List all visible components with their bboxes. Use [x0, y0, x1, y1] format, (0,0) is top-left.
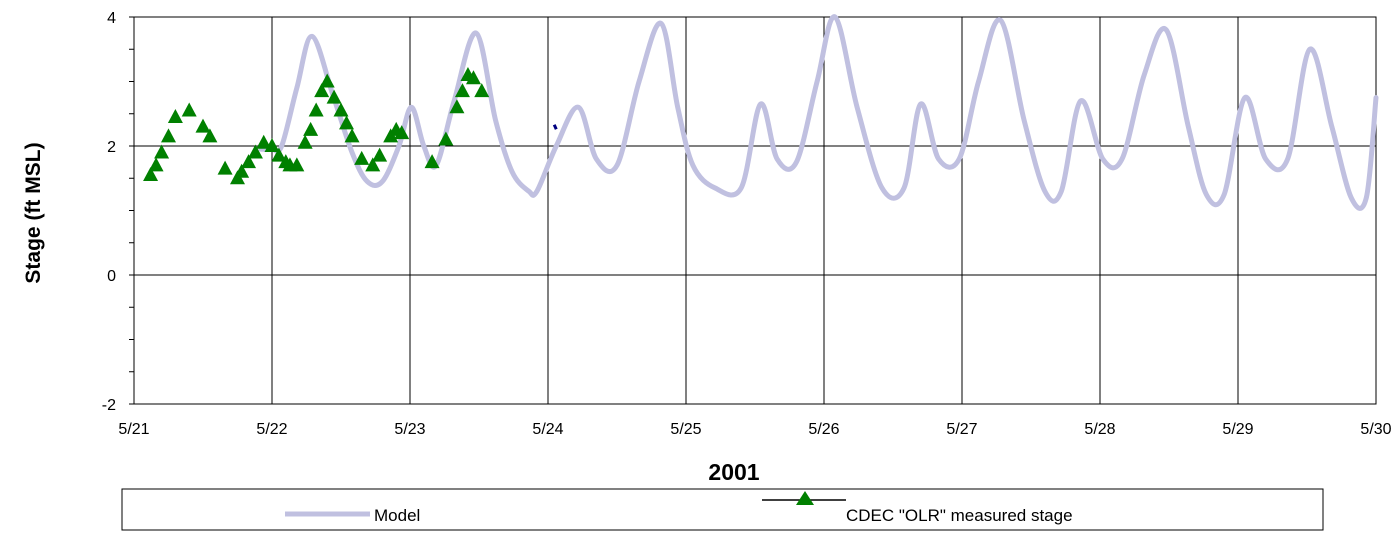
y-minor-ticks	[129, 16, 134, 405]
measured-point	[454, 83, 470, 98]
measured-point	[143, 167, 159, 182]
legend-model-label: Model	[374, 506, 420, 525]
x-tick-label: 5/25	[670, 421, 701, 438]
measured-point	[465, 70, 481, 85]
measured-point	[167, 108, 183, 123]
x-tick-labels: 5/21 5/22 5/23 5/24 5/25 5/26 5/27 5/28 5/29 5/30	[118, 421, 1391, 438]
measured-point	[217, 160, 233, 175]
x-tick-label: 5/30	[1360, 421, 1391, 438]
measured-point	[438, 131, 454, 146]
measured-point	[161, 128, 176, 143]
legend-measured-label: CDEC "OLR" measured stage	[846, 506, 1073, 525]
measured-point	[394, 125, 410, 140]
y-tick-label: -2	[102, 397, 116, 414]
x-tick-label: 5/21	[118, 421, 149, 438]
measured-point	[271, 147, 287, 162]
measured-point	[148, 157, 164, 172]
measured-point	[319, 73, 335, 88]
measured-point	[333, 102, 349, 117]
gridlines	[134, 17, 1376, 404]
measured-point	[297, 134, 313, 149]
legend: Model CDEC "OLR" measured stage	[121, 488, 1324, 531]
measured-point	[195, 118, 211, 133]
measured-point	[339, 115, 355, 130]
x-tick-label: 5/26	[808, 421, 839, 438]
measured-point	[344, 128, 360, 143]
measured-point	[474, 83, 490, 98]
x-tick-label: 5/27	[946, 421, 977, 438]
x-tick-label: 5/23	[394, 421, 425, 438]
measured-point	[314, 83, 330, 98]
legend-measured-swatch-marker	[796, 491, 814, 505]
x-tick-label: 5/24	[532, 421, 563, 438]
measured-point	[234, 163, 250, 178]
legend-box	[121, 488, 1324, 531]
measured-point	[181, 102, 197, 117]
x-axis-title: 2001	[708, 459, 759, 485]
measured-point	[241, 154, 257, 169]
y-tick-label: 4	[107, 10, 116, 27]
x-tick-label: 5/28	[1084, 421, 1115, 438]
measured-point	[289, 157, 305, 172]
x-tick-label: 5/29	[1222, 421, 1253, 438]
measured-point	[354, 150, 370, 165]
measured-point	[303, 121, 319, 136]
measured-point	[372, 147, 388, 162]
measured-point	[202, 128, 218, 143]
measured-point	[154, 144, 170, 159]
y-tick-labels: -2 0 2 4	[102, 10, 116, 414]
y-axis-title: Stage (ft MSL)	[22, 142, 45, 283]
y-tick-label: 0	[107, 268, 116, 285]
measured-point	[365, 157, 381, 172]
measured-point	[256, 134, 272, 149]
stray-data-mark	[552, 124, 558, 130]
measured-point	[424, 154, 440, 169]
measured-point	[449, 99, 465, 114]
series-layer	[143, 14, 1379, 211]
measured-point	[308, 102, 324, 117]
measured-point	[326, 89, 342, 104]
y-tick-label: 2	[107, 139, 116, 156]
plot-area	[133, 16, 1377, 405]
model-series-line	[258, 14, 1379, 211]
measured-point	[264, 138, 280, 152]
x-tick-label: 5/22	[256, 421, 287, 438]
measured-point	[247, 144, 263, 159]
